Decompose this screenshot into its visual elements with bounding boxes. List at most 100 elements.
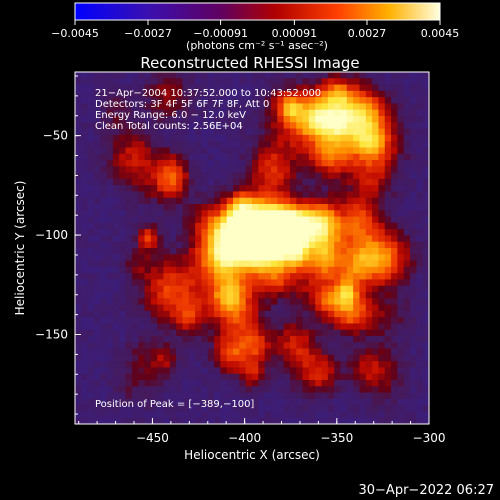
heatmap-cell — [315, 417, 323, 424]
heatmap-cell — [403, 323, 411, 331]
heatmap-cell — [258, 160, 266, 167]
heatmap-cell — [220, 336, 228, 343]
heatmap-cell — [270, 273, 278, 281]
heatmap-cell — [239, 329, 247, 337]
heatmap-cell — [289, 373, 297, 381]
y-axis-label: Heliocentric Y (arcsec) — [13, 181, 27, 316]
heatmap-cell — [365, 216, 373, 224]
heatmap-cell — [334, 342, 342, 350]
heatmap-cell — [182, 317, 190, 325]
heatmap-cell — [188, 417, 196, 424]
heatmap-cell — [182, 260, 190, 268]
heatmap-cell — [315, 398, 323, 406]
heatmap-cell — [119, 329, 127, 337]
heatmap-cell — [327, 172, 335, 180]
heatmap-cell — [353, 160, 361, 167]
heatmap-cell — [125, 386, 133, 394]
heatmap-cell — [131, 216, 139, 224]
heatmap-cell — [258, 411, 266, 419]
heatmap-cell — [81, 222, 89, 230]
heatmap-cell — [182, 210, 190, 218]
heatmap-cell — [289, 210, 297, 218]
heatmap-image — [75, 72, 429, 424]
heatmap-cell — [195, 354, 203, 362]
heatmap-cell — [258, 116, 266, 123]
heatmap-cell — [207, 134, 215, 142]
heatmap-cell — [378, 216, 386, 224]
heatmap-cell — [264, 134, 272, 142]
heatmap-cell — [391, 260, 398, 268]
heatmap-cell — [397, 260, 405, 268]
heatmap-cell — [365, 122, 373, 130]
heatmap-cell — [359, 210, 367, 218]
heatmap-cell — [188, 160, 196, 167]
heatmap-cell — [353, 298, 361, 306]
heatmap-cell — [365, 329, 373, 337]
heatmap-cell — [378, 116, 386, 123]
heatmap-cell — [93, 90, 101, 98]
heatmap-cell — [270, 380, 278, 387]
heatmap-cell — [397, 222, 405, 230]
heatmap-cell — [131, 160, 139, 167]
heatmap-cell — [176, 191, 184, 199]
heatmap-cell — [112, 248, 120, 255]
heatmap-cell — [327, 103, 335, 111]
heatmap-cell — [220, 248, 228, 255]
heatmap-cell — [327, 285, 335, 293]
heatmap-cell — [207, 405, 215, 413]
colorbar-tick-label: 0.00091 — [272, 27, 318, 40]
heatmap-cell — [188, 210, 196, 218]
heatmap-cell — [252, 178, 259, 186]
heatmap-cell — [75, 185, 82, 193]
heatmap-cell — [252, 78, 259, 86]
heatmap-cell — [308, 72, 316, 79]
heatmap-cell — [87, 116, 95, 123]
heatmap-cell — [220, 141, 228, 149]
heatmap-cell — [321, 342, 329, 350]
heatmap-cell — [81, 229, 89, 237]
heatmap-cell — [239, 116, 247, 123]
heatmap-cell — [321, 229, 329, 237]
heatmap-cell — [397, 398, 405, 406]
heatmap-cell — [296, 304, 304, 312]
heatmap-cell — [365, 298, 373, 306]
heatmap-cell — [169, 222, 177, 230]
heatmap-cell — [163, 166, 171, 174]
heatmap-cell — [245, 78, 253, 86]
heatmap-cell — [416, 336, 424, 343]
heatmap-cell — [119, 72, 127, 79]
heatmap-cell — [277, 90, 285, 98]
heatmap-cell — [308, 348, 316, 356]
heatmap-cell — [157, 97, 165, 105]
heatmap-cell — [403, 103, 411, 111]
heatmap-cell — [308, 336, 316, 343]
heatmap-cell — [106, 417, 114, 424]
heatmap-cell — [112, 172, 120, 180]
heatmap-cell — [264, 229, 272, 237]
heatmap-cell — [75, 153, 82, 161]
heatmap-cell — [220, 411, 228, 419]
heatmap-cell — [195, 222, 203, 230]
heatmap-cell — [334, 147, 342, 155]
heatmap-cell — [188, 273, 196, 281]
heatmap-cell — [296, 367, 304, 375]
heatmap-cell — [289, 185, 297, 193]
heatmap-cell — [131, 109, 139, 117]
heatmap-cell — [283, 134, 291, 142]
heatmap-cell — [138, 317, 146, 325]
heatmap-cell — [119, 210, 127, 218]
heatmap-cell — [239, 317, 247, 325]
heatmap-cell — [188, 342, 196, 350]
heatmap-cell — [264, 116, 272, 123]
heatmap-cell — [239, 373, 247, 381]
heatmap-cell — [201, 367, 209, 375]
heatmap-cell — [283, 310, 291, 318]
heatmap-cell — [308, 166, 316, 174]
heatmap-cell — [346, 216, 354, 224]
heatmap-cell — [201, 348, 209, 356]
heatmap-cell — [157, 235, 165, 243]
heatmap-cell — [125, 254, 133, 262]
heatmap-cell — [277, 373, 285, 381]
heatmap-cell — [182, 153, 190, 161]
heatmap-cell — [214, 78, 221, 86]
